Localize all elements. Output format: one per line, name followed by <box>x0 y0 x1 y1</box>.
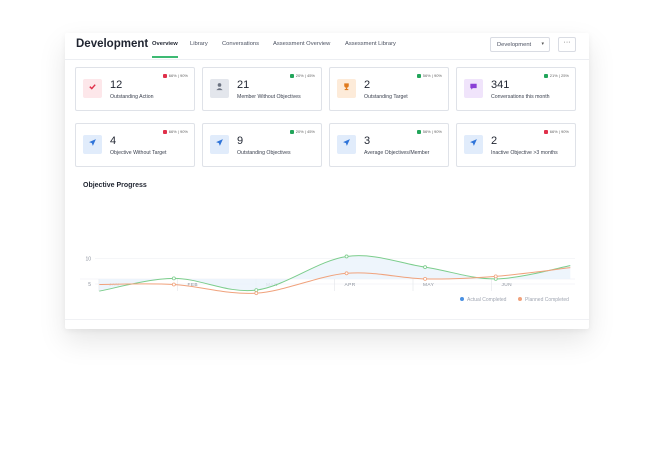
legend-marker-planned <box>518 297 522 301</box>
legend-item-planned: Planned Completed <box>518 297 569 303</box>
data-point <box>493 274 498 279</box>
rocket-icon <box>83 135 102 154</box>
data-point <box>171 276 176 281</box>
data-point <box>423 276 427 281</box>
chat-icon <box>464 79 483 98</box>
rocket-icon <box>337 135 356 154</box>
more-options-button[interactable]: ··· <box>558 37 576 52</box>
active-tab-indicator <box>152 56 178 58</box>
check-icon <box>83 79 102 98</box>
stat-card[interactable]: 21 Member Without Objectives 20% | 45% <box>202 67 322 111</box>
x-tick-label: JUN <box>502 282 513 288</box>
top-bar: Development Overview Library Conversatio… <box>65 33 589 60</box>
stat-trend: 66% | 90% <box>162 73 188 78</box>
stat-trend: 20% | 45% <box>289 73 315 78</box>
divider <box>65 319 589 320</box>
stat-label: Objective Without Target <box>110 150 167 156</box>
data-point <box>344 271 349 276</box>
dashboard-panel: Development Overview Library Conversatio… <box>65 33 589 329</box>
x-tick-label: MAY <box>423 282 435 288</box>
trend-indicator-icon <box>543 129 548 134</box>
stat-trend-text: 66% | 90% <box>168 129 188 134</box>
chevron-down-icon: ▾ <box>541 41 544 47</box>
tab-assessment-overview[interactable]: Assessment Overview <box>273 41 331 47</box>
stat-trend: 66% | 90% <box>543 129 569 134</box>
stat-card[interactable]: 2 Inactive Objective >3 months 66% | 90% <box>456 123 576 167</box>
y-tick-label: 5 <box>88 282 91 288</box>
stat-value: 341 <box>491 79 510 91</box>
stat-label: Outstanding Action <box>110 94 154 100</box>
x-tick-label: APR <box>345 282 356 288</box>
stat-trend: 66% | 90% <box>162 129 188 134</box>
stat-trend-text: 21% | 25% <box>549 73 569 78</box>
stat-card[interactable]: 2 Outstanding Target 56% | 90% <box>329 67 449 111</box>
trend-indicator-icon <box>543 73 548 78</box>
trend-indicator-icon <box>162 73 167 78</box>
legend-item-actual: Actual Completed <box>460 297 506 303</box>
legend-label-actual: Actual Completed <box>467 297 507 303</box>
stat-label: Inactive Objective >3 months <box>491 150 558 156</box>
stat-value: 21 <box>237 79 250 91</box>
stat-trend-text: 56% | 90% <box>422 129 442 134</box>
stat-trend-text: 66% | 90% <box>549 129 569 134</box>
stat-trend: 20% | 45% <box>289 129 315 134</box>
trend-indicator-icon <box>416 73 421 78</box>
trend-indicator-icon <box>289 129 294 134</box>
stat-trend-text: 56% | 90% <box>422 73 442 78</box>
stat-card[interactable]: 4 Objective Without Target 66% | 90% <box>75 123 195 167</box>
data-point <box>254 288 259 293</box>
series-area-actual <box>99 255 571 292</box>
stat-trend-text: 20% | 45% <box>295 73 315 78</box>
stat-trend: 21% | 25% <box>543 73 569 78</box>
tab-assessment-library[interactable]: Assessment Library <box>345 41 396 47</box>
stat-card[interactable]: 12 Outstanding Action 66% | 90% <box>75 67 195 111</box>
stat-trend-text: 66% | 90% <box>168 73 188 78</box>
stat-label: Conversations this month <box>491 94 550 100</box>
page-title: Development <box>76 38 149 50</box>
team-dropdown[interactable]: Development ▾ <box>490 37 550 52</box>
stat-value: 2 <box>491 135 498 147</box>
stat-value: 3 <box>364 135 371 147</box>
stat-value: 12 <box>110 79 123 91</box>
team-dropdown-value: Development <box>497 42 532 48</box>
tab-overview[interactable]: Overview <box>152 41 178 47</box>
rocket-icon <box>210 135 229 154</box>
stat-value: 2 <box>364 79 371 91</box>
stat-label: Outstanding Objectives <box>237 150 291 156</box>
stat-label: Outstanding Target <box>364 94 408 100</box>
legend-label-planned: Planned Completed <box>525 297 569 303</box>
y-tick-label: 10 <box>85 256 91 262</box>
trend-indicator-icon <box>162 129 167 134</box>
stat-label: Average Objectives/Member <box>364 150 430 156</box>
plot-area <box>80 202 575 297</box>
user-icon <box>210 79 229 98</box>
objective-progress-chart: 510JANFEBMARAPRMAYJUN <box>80 202 575 297</box>
stat-trend-text: 20% | 45% <box>295 129 315 134</box>
tab-conversations[interactable]: Conversations <box>222 41 260 47</box>
data-point <box>254 291 259 296</box>
stat-value: 9 <box>237 135 244 147</box>
legend-marker-actual <box>460 297 464 301</box>
stat-card[interactable]: 341 Conversations this month 21% | 25% <box>456 67 576 111</box>
stat-label: Member Without Objectives <box>237 94 301 100</box>
data-point <box>423 265 427 270</box>
data-point <box>171 282 176 287</box>
chart-section-title: Objective Progress <box>83 182 147 189</box>
x-tick-label: FEB <box>188 282 199 288</box>
trend-indicator-icon <box>416 129 421 134</box>
stat-trend: 56% | 90% <box>416 73 442 78</box>
stat-value: 4 <box>110 135 117 147</box>
stat-card[interactable]: 9 Outstanding Objectives 20% | 45% <box>202 123 322 167</box>
stat-trend: 56% | 90% <box>416 129 442 134</box>
data-point <box>344 254 349 259</box>
stat-card[interactable]: 3 Average Objectives/Member 56% | 90% <box>329 123 449 167</box>
trend-indicator-icon <box>289 73 294 78</box>
tab-library[interactable]: Library <box>190 41 208 47</box>
rocket-icon <box>464 135 483 154</box>
trophy-icon <box>337 79 356 98</box>
